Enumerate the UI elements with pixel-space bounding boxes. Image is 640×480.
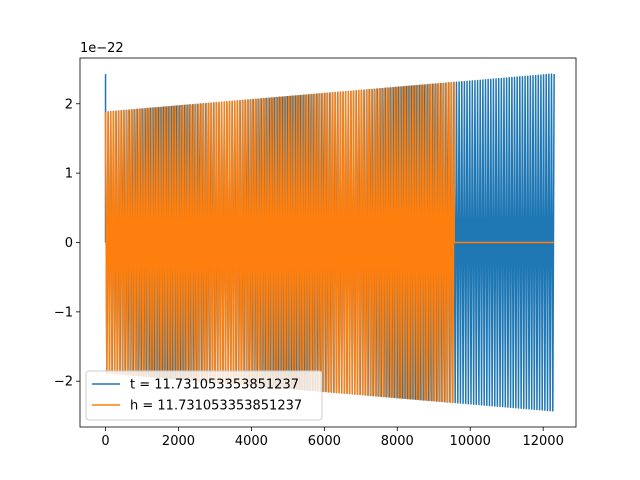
y-tick-label: 2 bbox=[65, 97, 73, 112]
legend-label-t: t = 11.731053353851237 bbox=[130, 378, 299, 393]
y-tick-label: −1 bbox=[54, 305, 73, 320]
legend-box bbox=[85, 370, 323, 421]
y-scale-label: 1e−22 bbox=[80, 41, 124, 56]
axes: 0 2000 4000 6000 8000 10000 12000 −2 −1 0 1 2 bbox=[54, 57, 577, 449]
y-tick-label: 0 bbox=[65, 236, 73, 251]
x-tick-label: 4000 bbox=[235, 434, 268, 449]
x-tick-label: 8000 bbox=[381, 434, 414, 449]
x-tick-label: 6000 bbox=[308, 434, 341, 449]
x-tick-label: 2000 bbox=[162, 434, 195, 449]
x-tick-label: 12000 bbox=[522, 434, 563, 449]
x-tick-label: 0 bbox=[101, 434, 109, 449]
y-tick-label: 1 bbox=[65, 167, 73, 182]
legend: t = 11.731053353851237 h = 11.73105335385… bbox=[85, 370, 323, 421]
legend-label-h: h = 11.731053353851237 bbox=[130, 399, 302, 414]
y-tick-label: −2 bbox=[54, 375, 73, 390]
series-line-h bbox=[104, 81, 555, 404]
x-tick-label: 10000 bbox=[450, 434, 491, 449]
